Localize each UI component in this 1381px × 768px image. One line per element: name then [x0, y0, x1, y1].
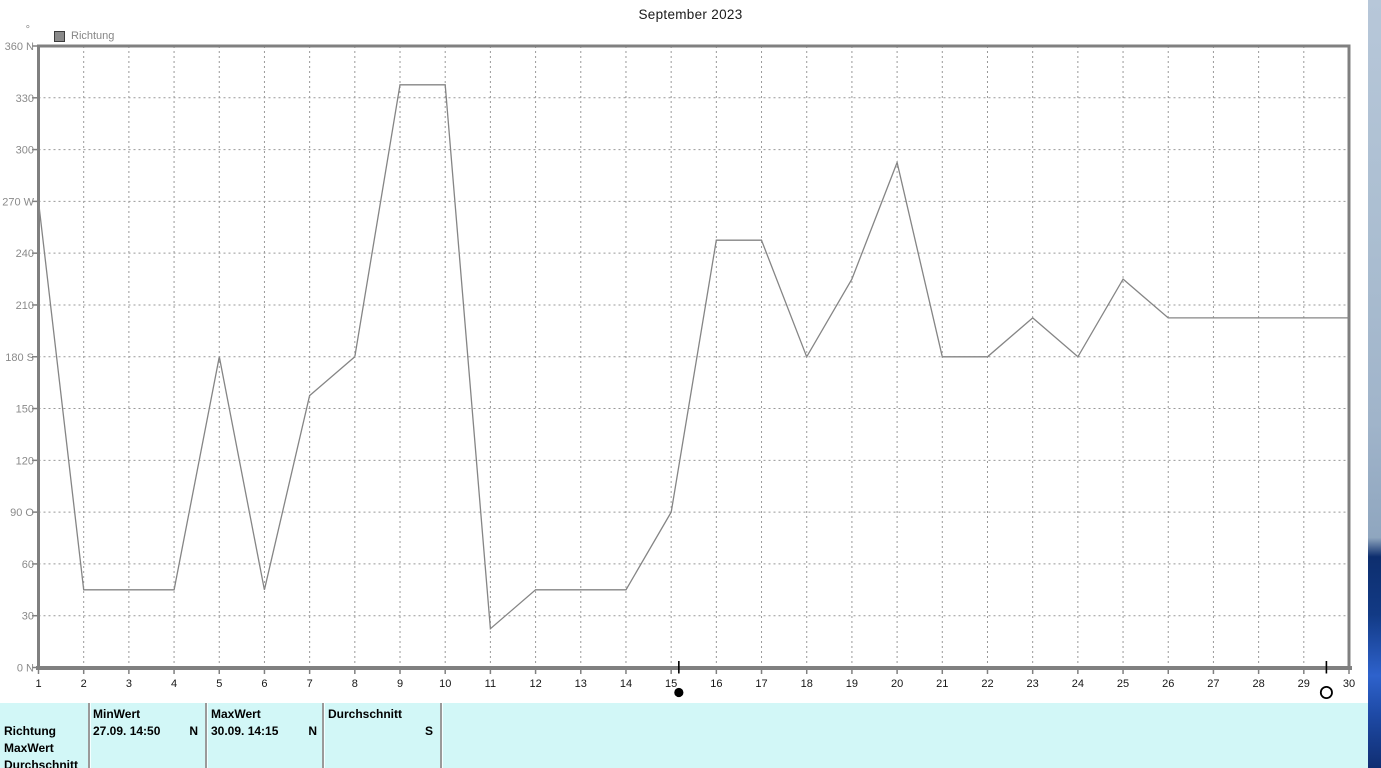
svg-text:8: 8 [352, 678, 358, 690]
svg-text:26: 26 [1162, 678, 1174, 690]
svg-text:210: 210 [16, 300, 34, 312]
minwert-value: 27.09. 14:50 [93, 724, 161, 738]
svg-text:13: 13 [575, 678, 587, 690]
svg-text:90 O: 90 O [10, 507, 34, 519]
svg-text:9: 9 [397, 678, 403, 690]
legend-label: Richtung [71, 30, 115, 42]
maxwert-value: 30.09. 14:15 [211, 724, 279, 738]
svg-text:27: 27 [1207, 678, 1219, 690]
svg-text:5: 5 [216, 678, 222, 690]
row-label-durchschnitt: Durchschnitt [4, 758, 79, 768]
maxwert-unit: N [308, 724, 317, 738]
durchschnitt-header: Durchschnitt [328, 707, 403, 721]
row-label-richtung: Richtung [4, 724, 56, 738]
svg-text:25: 25 [1117, 678, 1129, 690]
new-moon-icon [674, 687, 684, 698]
svg-text:22: 22 [981, 678, 993, 690]
svg-text:270 W: 270 W [2, 196, 34, 208]
svg-text:1: 1 [35, 678, 41, 690]
svg-text:30: 30 [1343, 678, 1355, 690]
svg-text:360 N: 360 N [5, 41, 34, 53]
svg-text:0 N: 0 N [17, 663, 34, 675]
full-moon-icon [1319, 686, 1333, 700]
svg-text:120: 120 [16, 455, 34, 467]
chart-title: September 2023 [638, 7, 743, 22]
stats-table: MinWert MaxWert Durchschnitt Richtung 27… [0, 703, 1368, 768]
svg-text:12: 12 [529, 678, 541, 690]
svg-text:10: 10 [439, 678, 451, 690]
svg-text:6: 6 [261, 678, 267, 690]
svg-text:18: 18 [801, 678, 813, 690]
table-separator [322, 703, 325, 768]
svg-text:300: 300 [16, 145, 34, 157]
svg-text:60: 60 [22, 559, 34, 571]
table-separator [440, 703, 443, 768]
legend: Richtung [54, 30, 114, 42]
maxwert-header: MaxWert [211, 707, 261, 721]
svg-text:24: 24 [1072, 678, 1084, 690]
richtung-line-series [37, 84, 1349, 631]
svg-text:14: 14 [620, 678, 632, 690]
svg-text:23: 23 [1027, 678, 1039, 690]
svg-text:330: 330 [16, 93, 34, 105]
desktop-background-strip [1368, 0, 1381, 768]
row-label-maxwert: MaxWert [4, 741, 54, 755]
table-separator [205, 703, 208, 768]
svg-text:2: 2 [81, 678, 87, 690]
minwert-header: MinWert [93, 707, 141, 721]
svg-text:15: 15 [665, 678, 677, 690]
svg-text:19: 19 [846, 678, 858, 690]
table-separator [88, 703, 91, 768]
svg-text:7: 7 [307, 678, 313, 690]
svg-text:°: ° [26, 24, 30, 36]
svg-text:17: 17 [755, 678, 767, 690]
durchschnitt-unit: S [424, 724, 433, 738]
svg-text:4: 4 [171, 678, 177, 690]
svg-text:180 S: 180 S [5, 352, 34, 364]
svg-text:16: 16 [710, 678, 722, 690]
svg-text:20: 20 [891, 678, 903, 690]
svg-text:30: 30 [22, 611, 34, 623]
svg-text:28: 28 [1252, 678, 1264, 690]
svg-text:29: 29 [1298, 678, 1310, 690]
minwert-unit: N [189, 724, 198, 738]
svg-text:3: 3 [126, 678, 132, 690]
svg-text:150: 150 [16, 404, 34, 416]
svg-text:11: 11 [485, 678, 496, 690]
richtung-series-swatch-icon [54, 30, 65, 42]
svg-text:240: 240 [16, 248, 34, 260]
svg-text:21: 21 [936, 678, 948, 690]
